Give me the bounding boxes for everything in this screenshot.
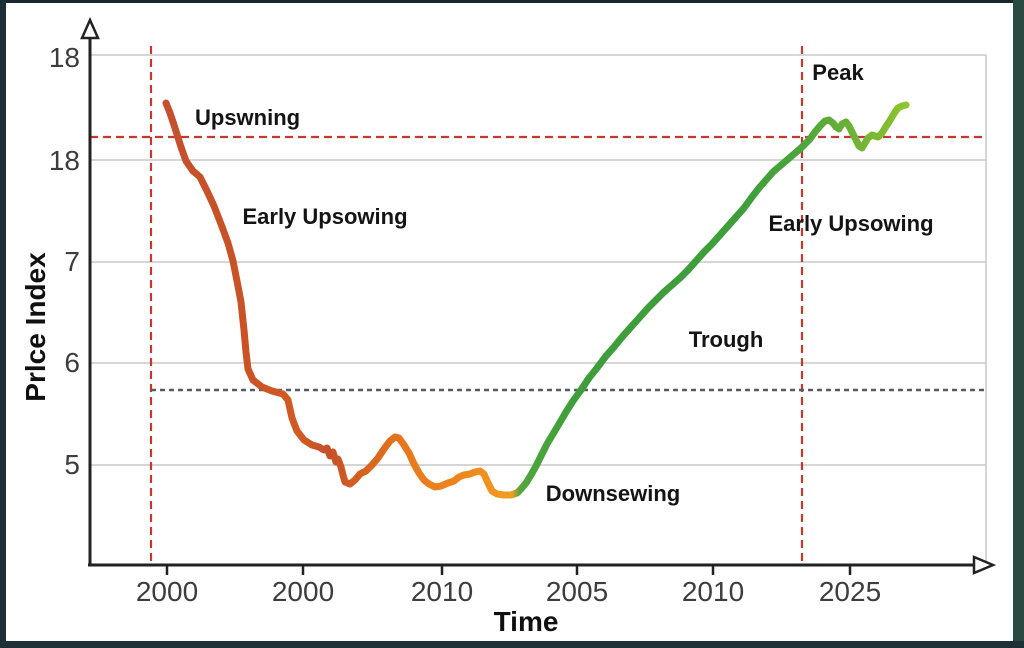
y-tick-label: 7 xyxy=(64,246,80,277)
annotation-trough: Trough xyxy=(688,327,764,352)
x-tick-label: 2010 xyxy=(681,576,745,607)
frame-edge-right xyxy=(1013,0,1024,648)
y-tick-label: 5 xyxy=(64,449,80,480)
annotation-upswing: Upswning xyxy=(195,105,301,130)
annotation-early-upswing-right: Early Upsowing xyxy=(768,211,934,236)
annotation-early-upswing-left: Early Upsowing xyxy=(242,204,408,229)
x-tick-marks xyxy=(165,565,852,575)
y-tick-label: 18 xyxy=(48,42,80,73)
x-axis-title: Time xyxy=(493,606,559,637)
price-index-line xyxy=(162,99,910,499)
annotation-peak: Peak xyxy=(812,60,864,85)
x-axis-arrow-icon xyxy=(972,555,997,575)
frame-edge-top xyxy=(0,0,1024,3)
y-axis-title: Prlce Index xyxy=(20,252,51,402)
annotation-downswing: Downsewing xyxy=(545,481,681,506)
x-tick-label: 2000 xyxy=(271,576,335,607)
x-tick-label: 2025 xyxy=(818,576,882,607)
x-tick-label: 2010 xyxy=(410,576,474,607)
y-tick-label: 18 xyxy=(48,145,80,176)
x-tick-label: 2000 xyxy=(135,576,199,607)
frame-edge-left xyxy=(0,0,6,648)
frame-edge-bottom xyxy=(0,641,1024,648)
y-tick-label: 6 xyxy=(64,347,80,378)
axes xyxy=(88,37,974,567)
y-axis-arrow-icon xyxy=(80,16,100,40)
x-tick-label: 2005 xyxy=(545,576,609,607)
red-dashed-reference-lines xyxy=(90,46,986,565)
